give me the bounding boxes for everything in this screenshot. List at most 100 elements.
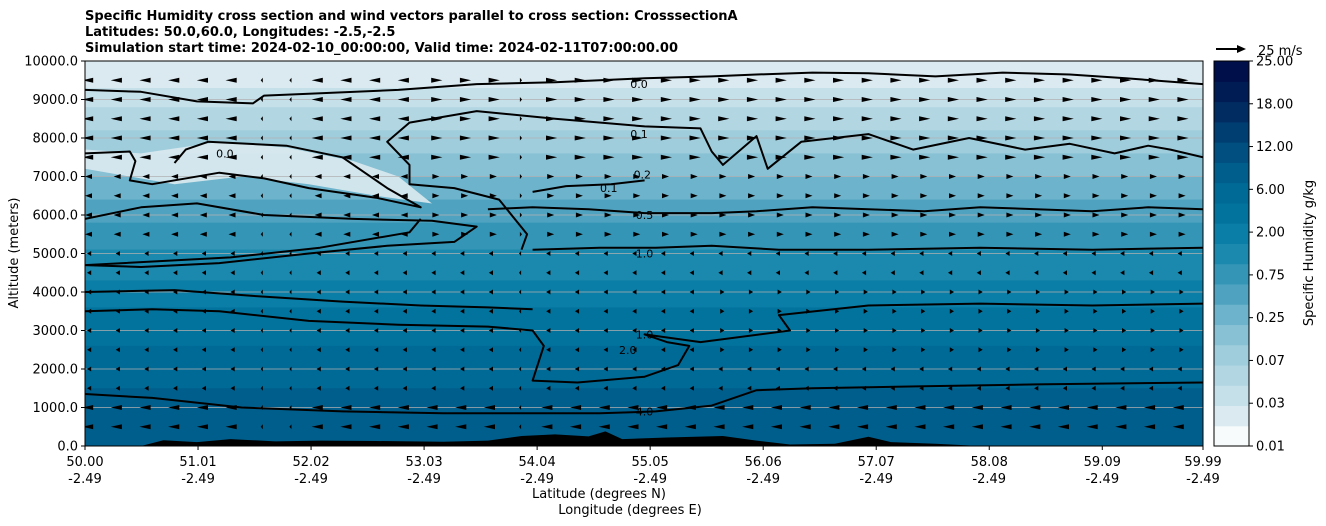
wind-vector-331 [574, 270, 580, 276]
wind-vector-561 [920, 231, 928, 237]
wind-vector-159 [316, 289, 321, 295]
y-tick-label-6: 6000.0 [33, 209, 79, 224]
wind-vector-259 [461, 193, 469, 199]
wind-vector-509 [833, 135, 845, 141]
wind-vector-148 [289, 135, 292, 141]
wind-vector-505 [834, 212, 842, 218]
colorbar-tick-label-1: 0.03 [1256, 397, 1285, 412]
wind-vector-514 [856, 405, 869, 410]
wind-vector-42 [144, 347, 149, 353]
wind-vector-8 [87, 270, 92, 276]
wind-vector-543 [891, 212, 899, 218]
wind-vector-521 [861, 270, 867, 276]
wind-vector-21 [115, 385, 120, 391]
wind-vector-270 [488, 347, 493, 353]
contour-label-3: 0.1 [600, 182, 618, 195]
wind-vector-454 [746, 97, 759, 102]
wind-vector-300 [519, 135, 522, 141]
wind-vector-476 [799, 405, 811, 410]
wind-vector-269 [488, 366, 493, 372]
wind-vector-365 [632, 347, 637, 353]
wind-vector-65 [173, 270, 178, 276]
wind-vector-625 [1005, 97, 1017, 102]
wind-vector-560 [919, 251, 924, 256]
wind-vector-434 [718, 116, 730, 122]
wind-vector-586 [947, 116, 959, 122]
wind-vector-577 [949, 289, 954, 295]
colorbar-tick-label-5: 2.00 [1256, 226, 1285, 241]
wind-vector-63 [173, 308, 178, 314]
chart-title-line-3: Simulation start time: 2024-02-10_00:00:… [85, 41, 678, 56]
wind-vector-708 [1150, 328, 1155, 333]
wind-vector-32 [113, 174, 121, 179]
terrain-layer [85, 431, 1203, 446]
wind-vector-488 [805, 174, 813, 179]
wind-vector-218 [402, 251, 407, 256]
wind-vector-601 [977, 193, 985, 199]
contour-layer: 0.00.00.10.10.20.51.01.02.04.0 [85, 71, 1203, 418]
wind-vector-240 [432, 193, 440, 199]
wind-vector-3 [87, 366, 92, 372]
wind-vector-14 [85, 154, 94, 160]
wind-vector-168 [311, 116, 323, 122]
wind-vector-185 [340, 154, 352, 160]
wind-vector-737 [1177, 135, 1189, 141]
wind-vector-80 [201, 347, 206, 353]
contour-label-6: 1.0 [636, 248, 654, 261]
wind-vector-567 [919, 116, 931, 122]
wind-vector-96 [225, 405, 237, 410]
x-tick-label-lon-7: -2.49 [859, 472, 893, 487]
wind-vector-2 [87, 385, 92, 391]
colorbar-tick-label-2: 0.07 [1256, 354, 1285, 369]
wind-vector-322 [546, 77, 558, 83]
wind-vector-671 [1093, 308, 1098, 314]
wind-vector-525 [862, 193, 870, 199]
x-tick-label-lat-0: 50.00 [66, 455, 103, 470]
wind-vector-102 [230, 289, 235, 295]
wind-vector-376 [632, 135, 644, 141]
wind-vector-624 [1005, 116, 1017, 122]
wind-vector-28 [115, 251, 120, 256]
wind-vector-67 [171, 231, 179, 237]
wind-vector-123 [260, 251, 263, 256]
wind-vector-437 [742, 424, 754, 430]
wind-vector-682 [1091, 97, 1103, 102]
wind-vector-679 [1091, 154, 1103, 160]
wind-vector-154 [316, 385, 321, 391]
wind-vector-526 [862, 174, 870, 179]
wind-vector-655 [1062, 251, 1067, 256]
wind-vector-483 [804, 270, 809, 276]
wind-vector-540 [890, 270, 895, 276]
wind-vector-557 [921, 308, 926, 314]
wind-vector-498 [835, 347, 840, 353]
wind-vector-90 [196, 154, 208, 160]
wind-vector-334 [575, 212, 583, 218]
wind-vector-723 [1172, 405, 1184, 410]
wind-vector-668 [1091, 366, 1096, 372]
wind-vector-51 [142, 174, 150, 179]
wind-vector-710 [1150, 289, 1155, 295]
wind-vector-181 [343, 231, 351, 237]
wind-vector-88 [199, 193, 207, 199]
wind-vector-644 [1033, 97, 1046, 102]
wind-vector-696 [1121, 193, 1129, 199]
wind-vector-196 [374, 308, 379, 314]
wind-vector-301 [519, 116, 522, 122]
wind-vector-178 [345, 289, 350, 295]
wind-vector-243 [431, 135, 443, 141]
wind-vector-674 [1091, 251, 1096, 256]
wind-vector-311 [546, 289, 551, 295]
wind-vector-654 [1062, 270, 1067, 276]
wind-vector-468 [776, 193, 784, 199]
colorbar-segment-17 [1214, 81, 1249, 103]
humidity-fill-layer [85, 61, 1203, 446]
wind-vector-182 [343, 212, 351, 218]
wind-vector-713 [1149, 231, 1157, 237]
wind-vector-465 [775, 251, 780, 256]
wind-vector-481 [806, 308, 811, 314]
wind-vector-597 [976, 270, 981, 276]
wind-vector-114 [260, 424, 263, 430]
wind-vector-663 [1062, 97, 1074, 102]
wind-vector-684 [1115, 424, 1127, 430]
wind-vector-98 [230, 366, 235, 372]
